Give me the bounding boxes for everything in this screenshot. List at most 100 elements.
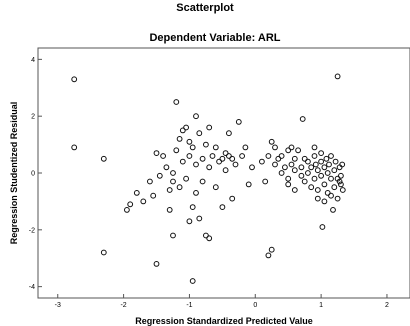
y-tick-label: 4 bbox=[31, 57, 35, 64]
data-point bbox=[328, 192, 334, 199]
data-point bbox=[314, 195, 321, 202]
data-point bbox=[331, 184, 338, 191]
data-point bbox=[291, 167, 298, 174]
data-point bbox=[206, 164, 213, 171]
data-point bbox=[330, 207, 336, 213]
x-tick-label: -2 bbox=[120, 302, 126, 309]
data-point bbox=[319, 224, 326, 230]
data-point bbox=[318, 150, 325, 157]
data-point bbox=[285, 147, 292, 154]
data-points bbox=[71, 73, 346, 284]
x-tick-label: 0 bbox=[253, 302, 257, 309]
data-point bbox=[189, 204, 196, 211]
data-point bbox=[183, 124, 190, 131]
data-point bbox=[282, 164, 288, 171]
data-point bbox=[216, 158, 223, 165]
data-point bbox=[314, 167, 321, 174]
data-point bbox=[199, 155, 206, 162]
y-axis-label: Regression Studentized Residual bbox=[9, 102, 19, 245]
data-point bbox=[328, 153, 334, 159]
data-point bbox=[206, 235, 213, 242]
data-point bbox=[212, 184, 219, 191]
data-point bbox=[127, 201, 134, 208]
data-point bbox=[311, 175, 318, 182]
data-point bbox=[173, 99, 180, 105]
data-point bbox=[229, 155, 236, 162]
data-point bbox=[295, 147, 302, 154]
data-point bbox=[186, 138, 193, 145]
data-point bbox=[312, 161, 319, 168]
data-point bbox=[245, 181, 252, 188]
data-point bbox=[153, 150, 160, 157]
y-tick-label: 0 bbox=[31, 171, 35, 178]
data-point bbox=[321, 198, 328, 205]
data-point bbox=[173, 147, 180, 154]
data-point bbox=[299, 116, 306, 122]
data-point bbox=[170, 178, 176, 185]
data-point bbox=[265, 153, 272, 159]
data-point bbox=[160, 153, 167, 159]
y-tick-label: -2 bbox=[29, 227, 35, 234]
data-point bbox=[334, 195, 341, 202]
data-point bbox=[268, 246, 275, 253]
data-point bbox=[179, 158, 186, 165]
data-point bbox=[124, 207, 130, 213]
data-point bbox=[318, 172, 325, 179]
data-point bbox=[179, 127, 186, 134]
data-point bbox=[100, 249, 107, 256]
data-point bbox=[203, 141, 209, 148]
y-tick-label: -4 bbox=[29, 284, 35, 291]
data-point bbox=[331, 167, 338, 174]
data-point bbox=[226, 130, 232, 137]
data-point bbox=[166, 207, 173, 213]
data-point bbox=[219, 155, 226, 162]
data-point bbox=[275, 155, 282, 162]
data-point bbox=[288, 144, 295, 151]
data-point bbox=[186, 218, 193, 225]
data-point bbox=[229, 195, 236, 202]
data-point bbox=[176, 136, 183, 142]
data-point bbox=[189, 278, 196, 284]
data-point bbox=[163, 164, 170, 171]
data-point bbox=[265, 252, 272, 259]
data-point bbox=[338, 181, 344, 188]
data-point bbox=[326, 161, 332, 168]
data-point bbox=[323, 155, 330, 162]
data-point bbox=[336, 178, 343, 185]
data-point bbox=[242, 144, 249, 151]
data-point bbox=[321, 181, 328, 188]
data-point bbox=[193, 190, 199, 196]
data-point bbox=[321, 164, 328, 171]
data-point bbox=[259, 158, 265, 165]
data-point bbox=[156, 172, 163, 179]
data-point bbox=[212, 144, 219, 151]
data-point bbox=[311, 153, 318, 159]
axis-ticks: -3 -2 -1 0 1 2 -4 -2 0 2 4 bbox=[29, 57, 389, 309]
data-point bbox=[328, 175, 334, 182]
data-point bbox=[166, 187, 173, 193]
data-point bbox=[206, 124, 213, 131]
chart-title: Scatterplot bbox=[176, 2, 234, 14]
data-point bbox=[150, 192, 157, 199]
data-point bbox=[305, 170, 311, 176]
data-point bbox=[71, 144, 78, 151]
data-point bbox=[332, 158, 339, 165]
data-point bbox=[272, 161, 278, 168]
data-point bbox=[338, 172, 344, 179]
data-point bbox=[301, 178, 308, 185]
data-point bbox=[278, 170, 285, 176]
x-tick-label: 1 bbox=[319, 302, 323, 309]
data-point bbox=[147, 178, 153, 185]
data-point bbox=[235, 119, 242, 125]
data-point bbox=[318, 158, 325, 165]
data-point bbox=[305, 158, 311, 165]
data-point bbox=[189, 144, 196, 151]
data-point bbox=[339, 187, 346, 193]
data-point bbox=[196, 130, 203, 137]
data-point bbox=[199, 178, 206, 185]
data-point bbox=[222, 167, 229, 174]
data-point bbox=[219, 204, 226, 211]
data-point bbox=[298, 164, 305, 171]
data-point bbox=[324, 170, 331, 176]
data-point bbox=[186, 153, 193, 159]
